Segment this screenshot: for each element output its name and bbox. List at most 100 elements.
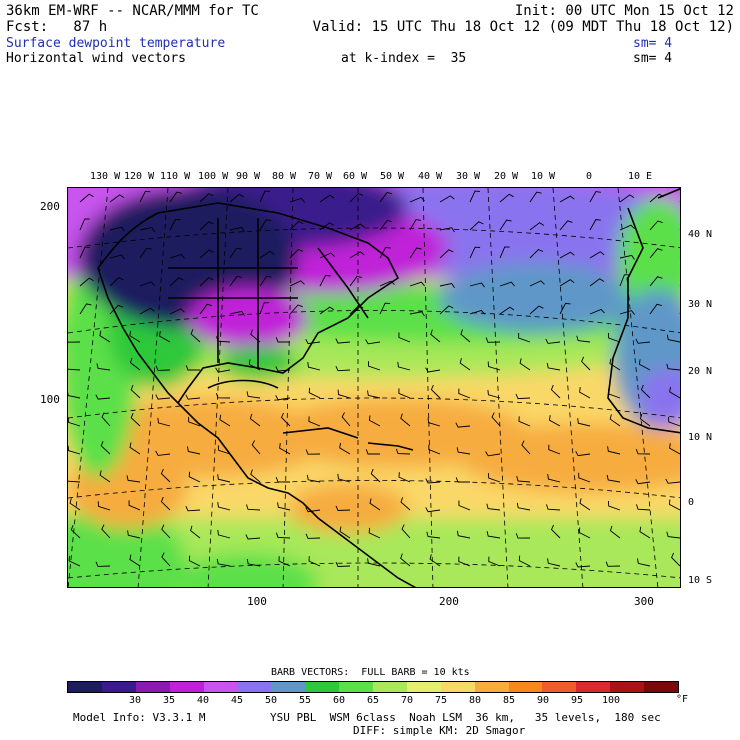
wind-barb [488, 556, 501, 567]
latitude-label: 10 S [688, 575, 713, 586]
graticule [68, 188, 680, 587]
valid-time: Valid: 15 UTC Thu 18 Oct 12 (09 MDT Thu … [312, 19, 734, 35]
wind-barb [518, 332, 531, 343]
wind-barb [635, 448, 651, 455]
colorbar-swatch [169, 682, 204, 692]
wind-barb [249, 413, 261, 427]
wind-barb [99, 330, 111, 343]
colorbar-label: 80 [468, 695, 482, 706]
wind-barb [459, 358, 471, 371]
wind-barb [250, 329, 261, 343]
wind-barb [458, 500, 471, 511]
wind-barb [640, 384, 651, 399]
wind-barb [608, 500, 621, 511]
wind-barb [367, 361, 381, 371]
wind-barb [559, 302, 571, 315]
colorbar-swatch [373, 682, 407, 692]
wind-barb [548, 444, 561, 455]
wind-barb [581, 356, 591, 371]
wind-barb [499, 246, 510, 259]
wind-barb [425, 507, 441, 513]
wind-barb [409, 247, 422, 259]
wind-barb [349, 251, 365, 259]
wind-barb [400, 413, 411, 427]
wind-barb [337, 473, 351, 483]
wind-barb [339, 526, 351, 539]
wind-barb [439, 249, 454, 259]
wind-barb [129, 442, 141, 455]
wind-barb [68, 340, 81, 343]
wind-barb [636, 504, 651, 511]
wind-barb [369, 498, 381, 511]
wind-barb [129, 357, 141, 371]
wind-barb [319, 274, 331, 287]
wind-barb [456, 530, 471, 539]
longitude-label: 130 W [90, 171, 121, 182]
wind-barb [606, 474, 621, 483]
wind-barb [126, 475, 141, 483]
wind-barb [306, 474, 321, 483]
wind-barb [185, 394, 201, 400]
wind-barb [289, 280, 305, 287]
wind-barb [460, 329, 471, 343]
wind-barb [79, 218, 90, 231]
wind-barb [279, 443, 291, 455]
wind-barb [409, 281, 425, 287]
colorbar-swatch [406, 682, 441, 692]
wind-barb [130, 385, 141, 399]
wind-barb [578, 527, 591, 539]
wind-barb [521, 440, 531, 455]
wind-barb [619, 194, 635, 203]
wind-barb [155, 394, 171, 400]
wind-barb [485, 451, 501, 457]
wind-barb [68, 555, 81, 567]
wind-barb [246, 558, 261, 567]
wind-barb [188, 416, 201, 427]
wind-barb [185, 365, 200, 371]
wind-barb [370, 468, 381, 483]
longitude-label: 100 W [198, 171, 229, 182]
wind-barb [635, 479, 651, 485]
wind-barb [129, 330, 141, 343]
wind-barb [349, 223, 365, 231]
wind-barb [101, 524, 111, 539]
wind-barb [349, 192, 364, 203]
wind-barb [68, 445, 81, 455]
longitude-label: 120 W [124, 171, 155, 182]
longitude-label: 90 W [236, 171, 261, 182]
colorbar-swatch [474, 682, 509, 692]
wind-barb [529, 305, 544, 315]
colorbar-label: 85 [502, 695, 516, 706]
dewpoint-colorbar [67, 681, 679, 693]
wind-barb [68, 391, 81, 399]
wind-barb [638, 359, 651, 371]
longitude-label: 110 W [160, 171, 191, 182]
wind-barb [155, 450, 171, 456]
wind-barb [79, 277, 94, 287]
wind-barb [519, 358, 531, 371]
wind-barb [169, 253, 185, 259]
wind-barb [259, 250, 275, 259]
colorbar-label: 60 [332, 695, 346, 706]
wind-barb [639, 413, 651, 427]
wind-barb [335, 366, 351, 372]
wind-barb [229, 310, 245, 316]
wind-barb [229, 226, 245, 232]
wind-barb [639, 526, 651, 539]
wind-barb [619, 224, 635, 231]
longitude-label: 50 W [380, 171, 405, 182]
physics-line1: YSU PBL WSM 6class Noah LSM 36 km, 35 le… [270, 711, 661, 724]
wind-barb [130, 413, 141, 427]
wind-barb [127, 530, 141, 539]
colorbar-unit: °F [676, 694, 689, 705]
wind-barb [199, 221, 214, 231]
wind-barb [259, 190, 271, 203]
wind-barb [190, 525, 201, 539]
colorbar-swatch [101, 682, 136, 692]
wind-barb [319, 252, 335, 259]
model-title: 36km EM-WRF -- NCAR/MMM for TC [6, 3, 259, 19]
grid-y-label: 100 [40, 393, 60, 406]
colorbar-label: 95 [570, 695, 584, 706]
grid-x-label: 300 [634, 595, 654, 608]
wind-barb [169, 277, 184, 287]
